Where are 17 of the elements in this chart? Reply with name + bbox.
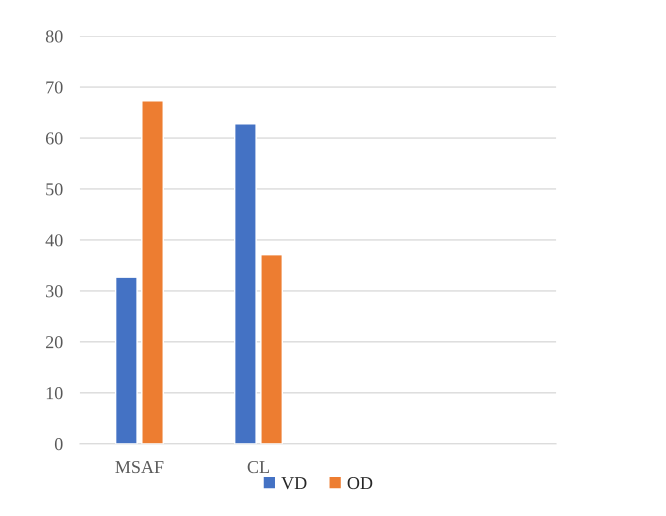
bar <box>114 276 138 444</box>
x-tick-label: CL <box>248 461 269 474</box>
y-tick-label: 30 <box>46 285 63 298</box>
y-tick-label: 10 <box>46 387 63 400</box>
y-tick-label: 50 <box>46 183 63 196</box>
bar <box>141 100 164 444</box>
y-tick-label: 80 <box>46 30 63 43</box>
y-tick-label: 0 <box>54 438 63 450</box>
y-tick-label: 40 <box>46 234 63 246</box>
bar <box>234 123 257 444</box>
x-tick-label: MSAF <box>115 461 164 474</box>
bar <box>260 254 283 444</box>
y-tick-label: 60 <box>46 132 63 144</box>
legend-label: OD <box>348 477 372 490</box>
y-tick-label: 20 <box>46 336 63 348</box>
y-tick-label: 70 <box>46 81 63 94</box>
legend-label: VD <box>281 477 306 490</box>
